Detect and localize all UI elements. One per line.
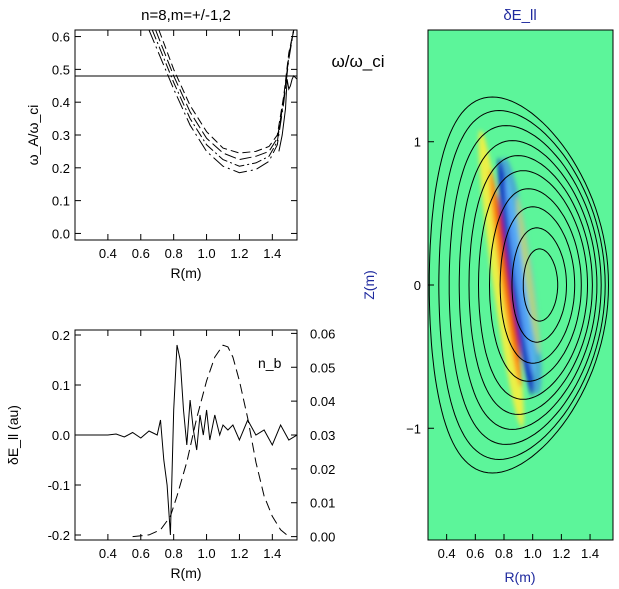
chart1-ylabel: ω_A/ω_ci (25, 105, 41, 166)
chart2-xtick-label: 0.6 (132, 546, 150, 561)
chart2-y2tick-label: 0.06 (310, 326, 335, 341)
chart2-xtick-label: 0.4 (99, 546, 117, 561)
chart1-series-2 (151, 30, 295, 167)
chart3-mode-band-3 (496, 193, 521, 363)
chart2-xtick-label: 1.0 (198, 546, 216, 561)
chart3-axes: 0.4 0.6 0.8 1.0 1.2 1.4 −1 0 1 (406, 135, 599, 561)
chart3-xtick-label: 0.4 (438, 546, 456, 561)
chart1-ytick-label: 0.0 (52, 226, 70, 241)
chart1-xtick-label: 1.4 (263, 246, 281, 261)
chart2-y2tick-label: 0.05 (310, 360, 335, 375)
chart3-flux-surface (522, 248, 559, 322)
chart1-ytick-label: 0.6 (52, 30, 70, 45)
chart1-frame (74, 29, 298, 241)
chart1-series-0 (158, 30, 295, 154)
chart3-flux-surface (499, 206, 576, 364)
chart1-xtick-label: 1.0 (198, 246, 216, 261)
chart3-ytick-label: 1 (414, 135, 421, 150)
chart3-flux-surface (438, 109, 606, 461)
chart1-xlabel: R(m) (170, 265, 201, 281)
chart1-axes: 0.4 0.6 0.8 1.0 1.2 1.4 0.0 0.1 0.2 0.3 0.4 0.5 0.6 (52, 30, 297, 261)
chart2-ytick-label: -0.1 (48, 478, 70, 493)
chart2-ytick-label: -0.2 (48, 528, 70, 543)
chart2-y2tick-label: 0.00 (310, 530, 335, 545)
chart2-y2tick-label: 0.02 (310, 462, 335, 477)
chart2-ytick-label: 0.2 (52, 328, 70, 343)
chart2-y2tick-label: 0.01 (310, 496, 335, 511)
chart2-series-right (132, 344, 290, 538)
chart2-y2tick-label: 0.04 (310, 394, 335, 409)
chart3-xtick-label: 1.0 (524, 546, 542, 561)
chart3-ylabel: Z(m) (361, 270, 377, 300)
chart-contour-map: δE_ll 0.4 0.6 0.8 1.0 1.2 1.4 −1 0 1 R(m) Z(m) (361, 7, 614, 585)
chart3-flux-surface (448, 125, 602, 445)
chart1-annotation: ω/ω_ci (331, 52, 384, 71)
chart3-xtick-label: 0.6 (466, 546, 484, 561)
chart-mode-profile: 0.4 0.6 0.8 1.0 1.2 1.4 -0.2 -0.1 0.0 0.1 0.2 0.00 0… (5, 326, 335, 581)
chart1-plot-area (75, 30, 297, 174)
chart1-ytick-label: 0.5 (52, 62, 70, 77)
chart2-xlabel: R(m) (170, 565, 201, 581)
chart1-ytick-label: 0.3 (52, 128, 70, 143)
chart3-flux-surface (468, 155, 593, 415)
chart-dispersion: n=8,m=+/-1,2 0.4 0.6 0.8 1.0 1.2 1.4 0.0 0.1 0.2… (25, 7, 385, 281)
chart3-xtick-label: 1.2 (552, 546, 570, 561)
chart3-flux-surface (458, 140, 598, 430)
chart3-flux-surface (477, 170, 589, 400)
chart2-series-left (75, 344, 297, 536)
chart1-xtick-label: 0.6 (132, 246, 150, 261)
chart1-series-1 (155, 30, 295, 161)
chart1-xtick-label: 0.4 (99, 246, 117, 261)
chart2-axes: 0.4 0.6 0.8 1.0 1.2 1.4 -0.2 -0.1 0.0 0.1 0.2 0.00 0… (48, 326, 336, 561)
chart3-xtick-label: 1.4 (581, 546, 599, 561)
chart2-legend-label: n_b (258, 355, 282, 371)
chart3-plot-area (428, 30, 613, 540)
chart1-ytick-label: 0.2 (52, 161, 70, 176)
chart3-title: δE_ll (503, 7, 536, 24)
chart1-title: n=8,m=+/-1,2 (141, 7, 231, 24)
chart1-ytick-label: 0.1 (52, 194, 70, 209)
chart3-mode-band-5 (504, 177, 535, 376)
chart3-flux-surface (488, 188, 582, 382)
chart3-ytick-label: 0 (414, 278, 421, 293)
chart3-flux-surface (511, 227, 568, 343)
chart1-xtick-label: 0.8 (165, 246, 183, 261)
chart1-series-4 (278, 75, 297, 152)
chart3-ytick-label: −1 (406, 421, 421, 436)
chart3-xtick-label: 0.8 (495, 546, 513, 561)
chart2-xtick-label: 0.8 (165, 546, 183, 561)
chart3-xlabel: R(m) (504, 569, 535, 585)
chart2-ytick-label: 0.1 (52, 378, 70, 393)
chart2-plot-area (75, 344, 297, 538)
chart2-ytick-label: 0.0 (52, 428, 70, 443)
chart2-xtick-label: 1.2 (230, 546, 248, 561)
chart1-series-3 (148, 30, 295, 174)
chart3-mode-band-6 (516, 195, 540, 355)
chart1-ytick-label: 0.4 (52, 95, 70, 110)
chart2-ylabel: δE_ll (au) (5, 405, 21, 465)
chart2-y2tick-label: 0.03 (310, 428, 335, 443)
chart1-xtick-label: 1.2 (230, 246, 248, 261)
chart2-xtick-label: 1.4 (263, 546, 281, 561)
